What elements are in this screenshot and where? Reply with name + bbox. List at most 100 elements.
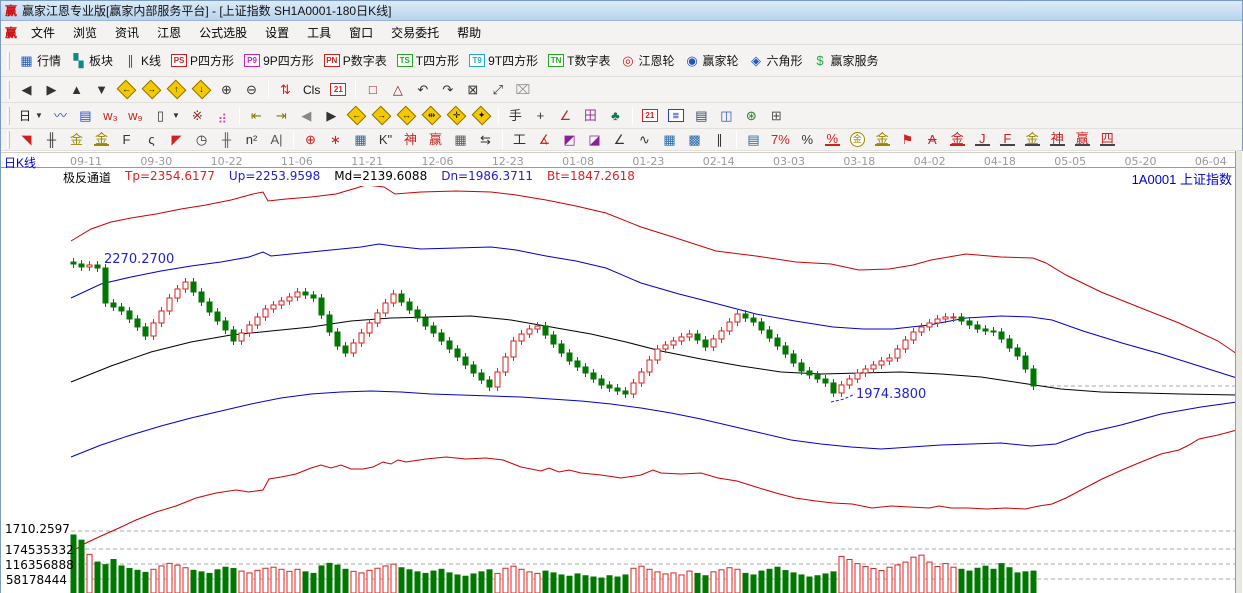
menu-item-trade-entrust[interactable]: 交易委托 <box>391 26 440 40</box>
move-left-button[interactable]: ← <box>345 105 368 126</box>
web-square-button[interactable]: ▦ <box>349 130 372 149</box>
rotate-cw-button[interactable]: ↷ <box>436 80 459 99</box>
menu-item-help[interactable]: 帮助 <box>457 26 482 40</box>
shift-right-button[interactable]: → <box>140 79 163 100</box>
triangle-tool-button[interactable]: △ <box>386 80 409 99</box>
percent7-button[interactable]: 7% <box>767 130 794 149</box>
menu-item-settings[interactable]: 设置 <box>265 26 290 40</box>
rect-tool-button[interactable]: □ <box>361 80 384 99</box>
gann-wheel-button[interactable]: ◎ 江恩轮 <box>616 50 678 71</box>
histogram-button[interactable]: ⣴ <box>211 106 234 125</box>
pen-tool-button[interactable]: ◥ <box>15 130 38 149</box>
menu-item-browse[interactable]: 浏览 <box>73 26 98 40</box>
si-angle-button[interactable]: 四 <box>1096 131 1119 148</box>
next-bar-button[interactable]: ▶ <box>320 106 343 125</box>
n-squared-button[interactable]: n² <box>240 130 263 149</box>
gold-grid2-button[interactable]: 金 <box>90 131 113 148</box>
toolbar-grip[interactable] <box>7 51 10 70</box>
rotate-ccw-button[interactable]: ↶ <box>411 80 434 99</box>
menu-item-window[interactable]: 窗口 <box>349 26 374 40</box>
circle-cross-button[interactable]: ⊕ <box>299 130 322 149</box>
expand-h-button[interactable]: ↔ <box>395 105 418 126</box>
calendar-button[interactable]: 21 <box>326 81 350 98</box>
star-web-button[interactable]: ∗ <box>324 130 347 149</box>
fan-box2-button[interactable]: ◪ <box>583 130 606 149</box>
pattern-darkred-button[interactable]: ※ <box>186 106 209 125</box>
zigzag9-button[interactable]: w₉ <box>124 106 147 125</box>
flag-candle-button[interactable]: ⚑ <box>896 130 919 149</box>
frame-select-button[interactable]: ⊠ <box>461 80 484 99</box>
page-left-button[interactable]: ◀ <box>15 80 38 99</box>
percent-button[interactable]: % <box>796 130 819 149</box>
page-right-button[interactable]: ▶ <box>40 80 63 99</box>
zoom-out-button[interactable]: ⊖ <box>240 80 263 99</box>
notepad-button[interactable]: ▤ <box>690 106 713 125</box>
note-blue-button[interactable]: ▤ <box>74 106 97 125</box>
menu-item-tools[interactable]: 工具 <box>307 26 332 40</box>
toolbar-grip[interactable] <box>7 80 10 99</box>
gold-line-button[interactable]: 金 <box>871 131 894 148</box>
vertical-scrollbar[interactable] <box>1235 151 1242 593</box>
first-bar-button[interactable]: ⇤ <box>245 106 268 125</box>
shift-left-button[interactable]: ← <box>115 79 138 100</box>
save-button[interactable]: ◫ <box>715 106 738 125</box>
pattern-blue-button[interactable]: 〰 <box>49 106 72 125</box>
page-down-button[interactable]: ▼ <box>90 80 113 99</box>
purple-tool-button[interactable]: 田 <box>579 106 602 125</box>
angle-measure-button[interactable]: ∠ <box>554 106 577 125</box>
crosshair-button[interactable]: + <box>529 106 552 125</box>
parallel-lines-button[interactable]: ∥ <box>708 130 731 149</box>
delete-tool-button[interactable]: ⌧ <box>511 80 534 99</box>
period-day-button[interactable]: 日 ▼ <box>15 105 47 126</box>
gold-red-button[interactable]: 金 <box>946 131 969 148</box>
fan-box1-button[interactable]: ◩ <box>558 130 581 149</box>
shen-angle-button[interactable]: 神 <box>1046 131 1069 148</box>
toolbar-grip[interactable] <box>7 130 10 149</box>
percent-line-button[interactable]: % <box>821 131 844 148</box>
cls-button[interactable]: Cls <box>299 81 324 99</box>
menu-item-formula-picker[interactable]: 公式选股 <box>199 26 248 40</box>
t-square-button[interactable]: TS T四方形 <box>393 50 463 71</box>
calendar2-button[interactable]: 21 <box>638 107 662 124</box>
prev-bar-button[interactable]: ◀ <box>295 106 318 125</box>
shift-down-button[interactable]: ↓ <box>190 79 213 100</box>
hexagon-button[interactable]: ◈ 六角形 <box>745 50 807 71</box>
chart-region[interactable]: 极反通道 Tp=2354.6177 Up=2253.9598 Md=2139.608… <box>1 151 1243 593</box>
quote-button[interactable]: ▦ 行情 <box>15 50 65 71</box>
compress-h-button[interactable]: ⇹ <box>420 105 443 126</box>
clock-cycle-button[interactable]: ◷ <box>190 130 213 149</box>
gold-circle-button[interactable]: 金 <box>846 130 869 149</box>
expand-all-button[interactable]: ✛ <box>445 105 468 126</box>
fit-all-button[interactable]: ✦ <box>470 105 493 126</box>
ruler-ticks-button[interactable]: ╫ <box>40 130 63 149</box>
web-button[interactable]: ⊛ <box>740 106 763 125</box>
kline-chart-canvas[interactable] <box>1 151 1243 593</box>
menu-item-news[interactable]: 资讯 <box>115 26 140 40</box>
menu-item-gann[interactable]: 江恩 <box>157 26 182 40</box>
shift-up-button[interactable]: ↑ <box>165 79 188 100</box>
ying-angle-button[interactable]: 赢 <box>1071 131 1094 148</box>
f-angle-button[interactable]: F <box>996 131 1019 148</box>
angle-lines-button[interactable]: ∠ <box>608 130 631 149</box>
winner-service-button[interactable]: $ 赢家服务 <box>809 50 883 71</box>
p-table-button[interactable]: PN P数字表 <box>320 50 391 71</box>
grid-blue1-button[interactable]: ▦ <box>658 130 681 149</box>
candle-style-button[interactable]: ▯ ▼ <box>149 106 184 125</box>
ying-red-button[interactable]: 赢 <box>424 130 447 149</box>
pen-red-button[interactable]: ◤ <box>165 130 188 149</box>
center-button[interactable]: ⤢ <box>486 80 509 99</box>
a-line-button[interactable]: A| <box>265 130 288 149</box>
t-table-button[interactable]: TN T数字表 <box>544 50 614 71</box>
move-right-button[interactable]: → <box>370 105 393 126</box>
a-wave-button[interactable]: A <box>921 130 944 149</box>
gold-grid1-button[interactable]: 金 <box>65 130 88 149</box>
9p-square-button[interactable]: P9 9P四方形 <box>240 50 318 71</box>
last-bar-button[interactable]: ⇥ <box>270 106 293 125</box>
f-grid-button[interactable]: F <box>115 130 138 149</box>
title-bar[interactable]: 赢 赢家江恩专业版[赢家内部服务平台] - [上证指数 SH1A0001-180… <box>1 1 1242 21</box>
k-quote-button[interactable]: K" <box>374 130 397 149</box>
coil-button[interactable]: ς <box>140 130 163 149</box>
9t-square-button[interactable]: T9 9T四方形 <box>465 50 542 71</box>
grid-blue2-button[interactable]: ▩ <box>683 130 706 149</box>
toolbar-grip[interactable] <box>7 106 10 125</box>
